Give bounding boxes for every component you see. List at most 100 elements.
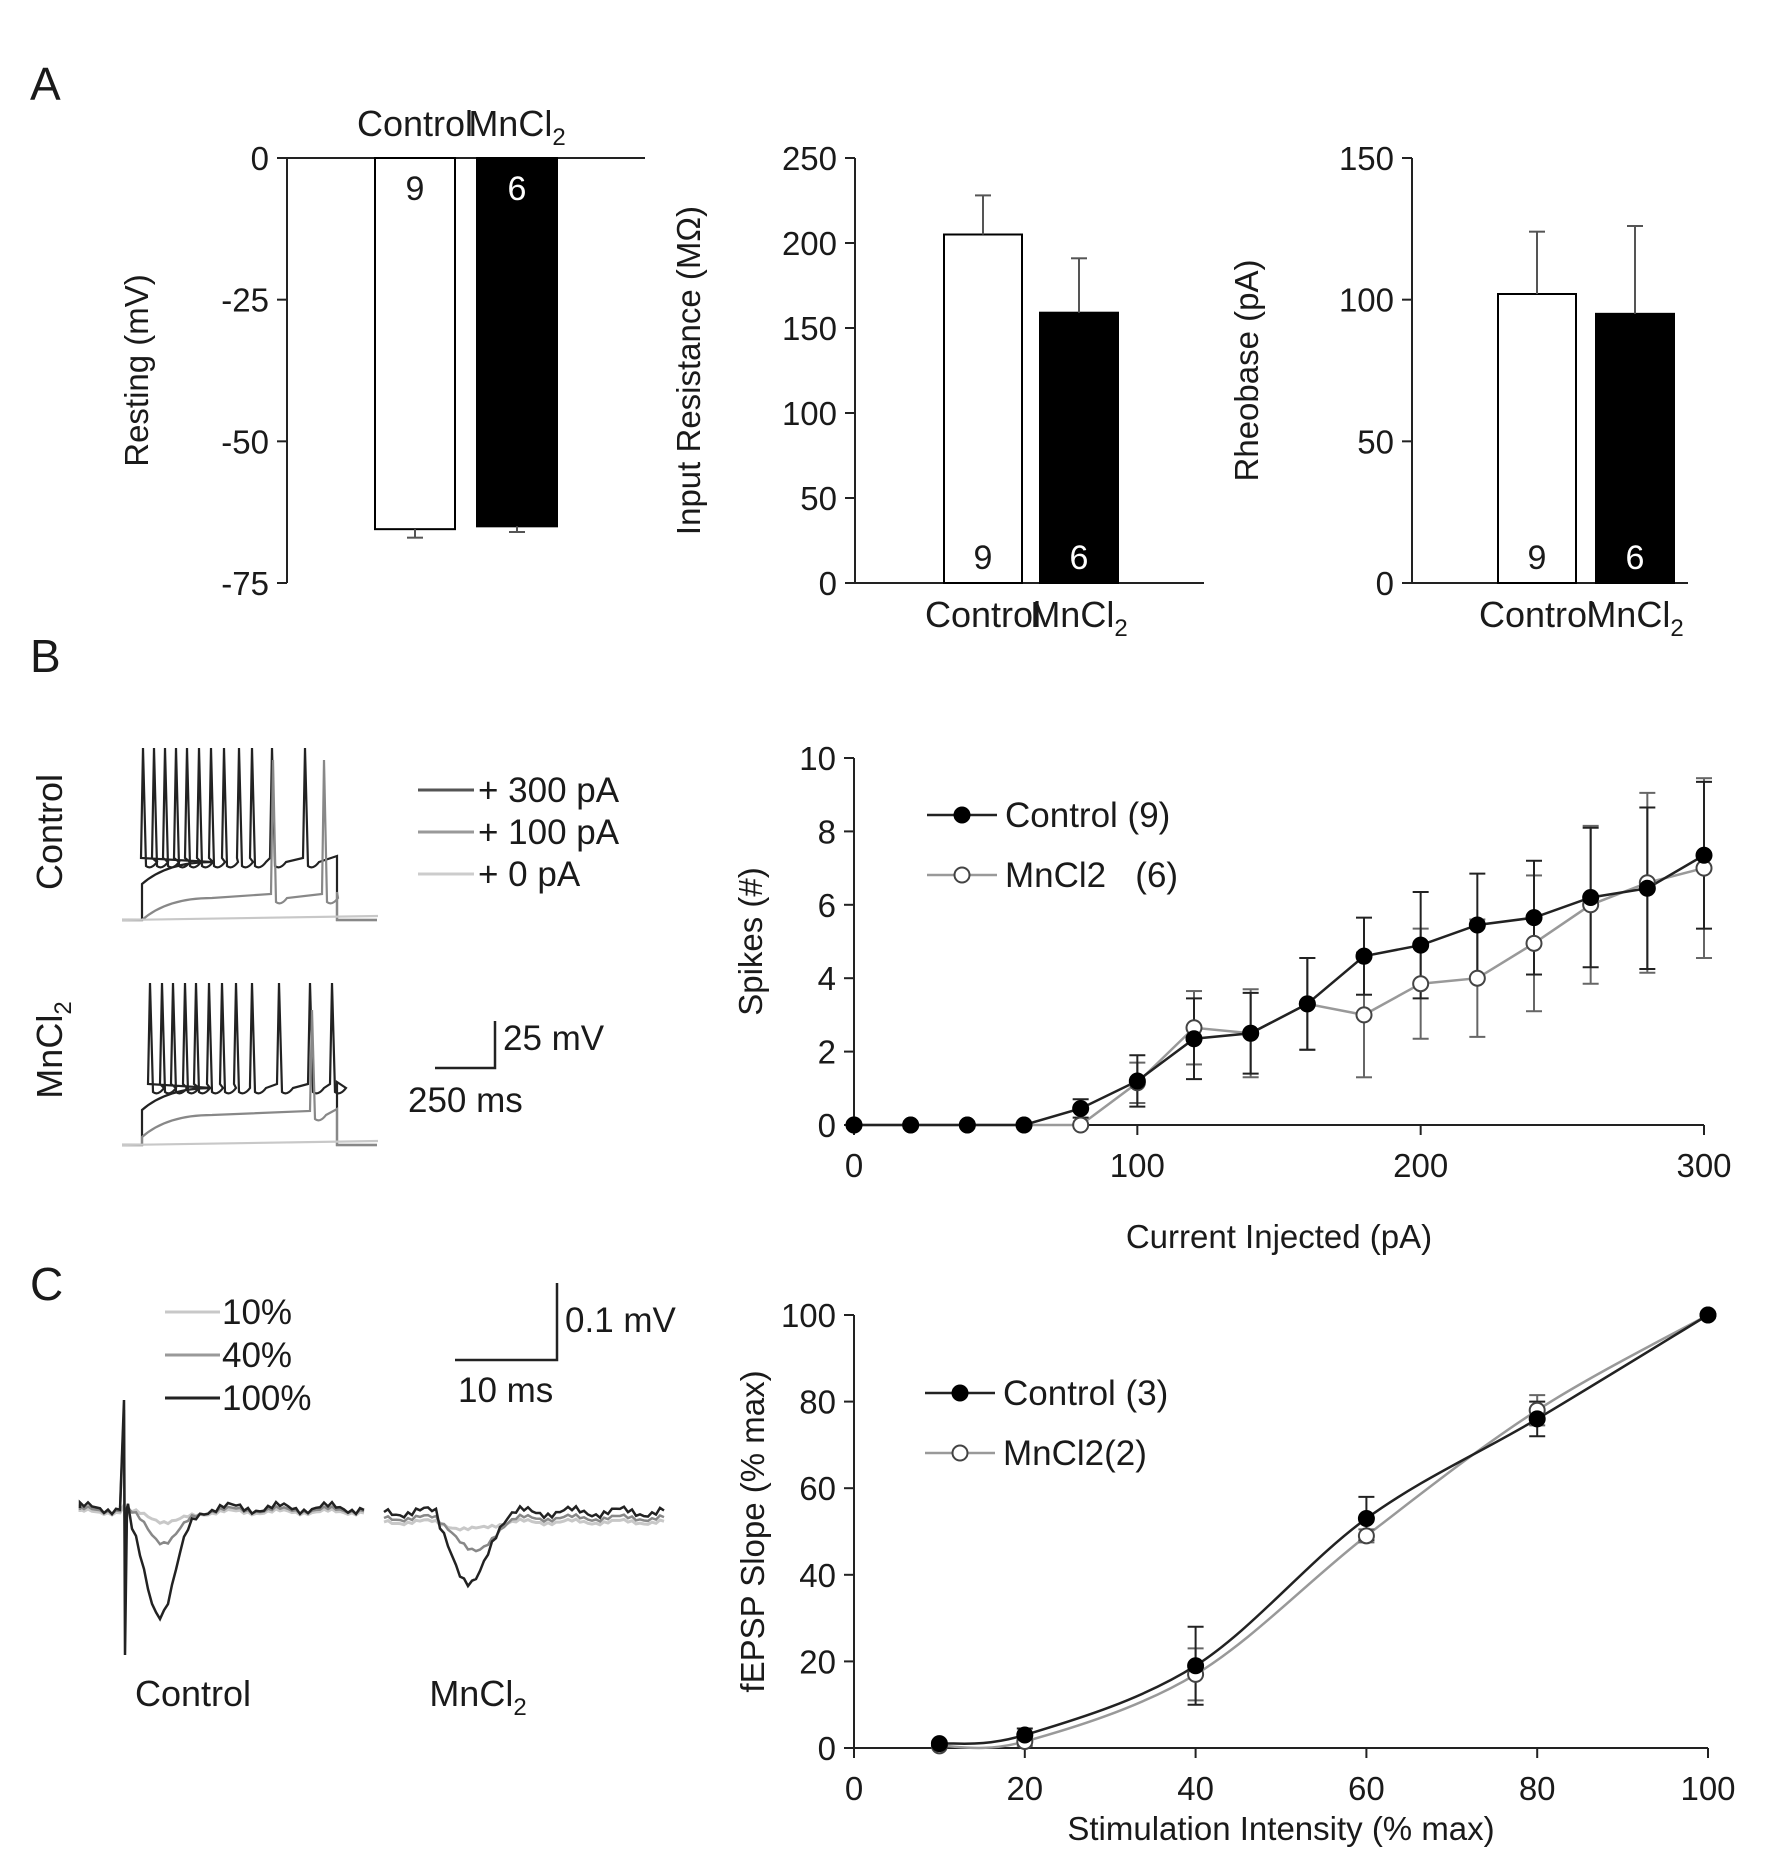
y-tick-label: 50 (1357, 423, 1394, 460)
legend-label: + 0 pA (478, 855, 581, 894)
scale-bar-voltage-label: 25 mV (503, 1019, 605, 1058)
x-tick-label: 300 (1676, 1147, 1731, 1184)
data-point (1016, 1726, 1034, 1744)
data-point (1128, 1072, 1146, 1090)
scale-bar-time-label: 10 ms (458, 1371, 553, 1410)
voltage-trace (122, 982, 377, 1147)
data-point (1525, 934, 1543, 952)
data-point (1699, 1306, 1717, 1324)
fepsp-trace (78, 1399, 365, 1656)
n-label: 6 (1626, 539, 1645, 577)
y-tick-label: 10 (799, 740, 836, 777)
voltage-trace (121, 1139, 379, 1147)
legend-label: + 300 pA (478, 771, 620, 810)
n-label: 9 (974, 539, 993, 577)
voltage-trace (122, 759, 377, 922)
legend-marker (953, 866, 971, 884)
y-tick-label: 20 (799, 1643, 836, 1680)
x-axis-label: Stimulation Intensity (% max) (1067, 1810, 1494, 1847)
data-point (1412, 936, 1430, 954)
category-label: Control (925, 594, 1041, 635)
legend-label: MnCl2 (6) (1005, 856, 1178, 895)
x-tick-label: 100 (1110, 1147, 1165, 1184)
data-point (930, 1735, 948, 1753)
scale-bar-voltage-label: 0.1 mV (565, 1301, 677, 1340)
row-label: MnCl2 (29, 1001, 77, 1098)
data-point (1468, 916, 1486, 934)
bar (374, 157, 456, 531)
data-point (1185, 1030, 1203, 1048)
y-tick-label: 80 (799, 1384, 836, 1421)
y-axis-label: Rheobase (pA) (1228, 260, 1265, 482)
data-point (1638, 879, 1656, 897)
data-point (958, 1116, 976, 1134)
data-point (1525, 909, 1543, 927)
y-tick-label: 4 (818, 960, 836, 997)
scale-bar (455, 1283, 559, 1362)
y-tick-label: 100 (781, 1297, 836, 1334)
n-label: 6 (508, 170, 527, 208)
chart-resting: 0 -25 -50 -75 Resting (mV) 9 Control 6 MnCl2 (118, 103, 645, 602)
legend-label: 40% (222, 1336, 292, 1375)
y-axis-label: fEPSP Slope (% max) (734, 1370, 771, 1692)
bar (1595, 312, 1675, 584)
x-tick-label: 20 (1006, 1770, 1043, 1807)
data-point (1412, 975, 1430, 993)
chart-input-resistance: 0 50 100 150 200 250 Input Resistance (MΩ) 9 Con… (670, 140, 1204, 642)
y-tick-label: 2 (818, 1034, 836, 1071)
bar (1039, 311, 1119, 584)
voltage-trace (122, 747, 377, 922)
y-tick-label: 0 (819, 565, 837, 602)
legend-label: MnCl2(2) (1003, 1434, 1147, 1473)
legend-marker (953, 806, 971, 824)
x-tick-label: 0 (845, 1147, 863, 1184)
data-point (1298, 995, 1316, 1013)
y-tick-label: 250 (782, 140, 837, 177)
x-tick-label: 0 (845, 1770, 863, 1807)
y-tick-label: 100 (782, 395, 837, 432)
data-point (1695, 846, 1713, 864)
y-tick-label: 40 (799, 1557, 836, 1594)
traces-current-clamp: Control MnCl2 + 300 pA+ 100 pA+ 0 pA 25 mV 2… (29, 747, 620, 1147)
x-tick-label: 40 (1177, 1770, 1214, 1807)
scale-bar (435, 1021, 497, 1070)
category-label: Control (357, 103, 473, 144)
traces-fepsp: 10% 40% 100% 0.1 mV 10 ms Control MnCl2 (78, 1283, 677, 1721)
group-label: Control (135, 1673, 251, 1714)
x-axis-label: Current Injected (pA) (1126, 1218, 1432, 1255)
panel-letter-b: B (30, 630, 61, 682)
data-point (845, 1116, 863, 1134)
y-tick-label: 6 (818, 887, 836, 924)
row-label: Control (29, 774, 70, 890)
data-point (1468, 969, 1486, 987)
n-label: 6 (1070, 539, 1089, 577)
group-label: MnCl2 (429, 1673, 526, 1721)
category-label: MnCl2 (1030, 594, 1127, 642)
y-tick-label: 100 (1339, 282, 1394, 319)
y-tick-label: -50 (221, 423, 269, 460)
legend-marker (951, 1444, 969, 1462)
data-point (1357, 1527, 1375, 1545)
data-point (1355, 947, 1373, 965)
y-tick-label: 0 (1376, 565, 1394, 602)
data-point (1187, 1657, 1205, 1675)
legend-marker (951, 1384, 969, 1402)
y-tick-label: 50 (800, 480, 837, 517)
data-point (1528, 1410, 1546, 1428)
y-tick-label: -25 (221, 282, 269, 319)
y-axis-label: Resting (mV) (118, 274, 155, 467)
category-label: Control (1479, 594, 1595, 635)
panel-letter-a: A (30, 58, 61, 110)
fepsp-trace (383, 1504, 665, 1589)
chart-fepsp-slope: 0 20 40 60 80 100 0 20 40 60 80 100 Stimulation Inte… (734, 1297, 1736, 1847)
n-label: 9 (1528, 539, 1547, 577)
legend-label: Control (3) (1003, 1374, 1168, 1413)
data-point (1072, 1099, 1090, 1117)
data-point (902, 1116, 920, 1134)
series-line (854, 866, 1705, 1127)
category-label: MnCl2 (1586, 594, 1683, 642)
y-axis-label: Input Resistance (MΩ) (670, 206, 707, 535)
x-tick-label: 80 (1519, 1770, 1556, 1807)
